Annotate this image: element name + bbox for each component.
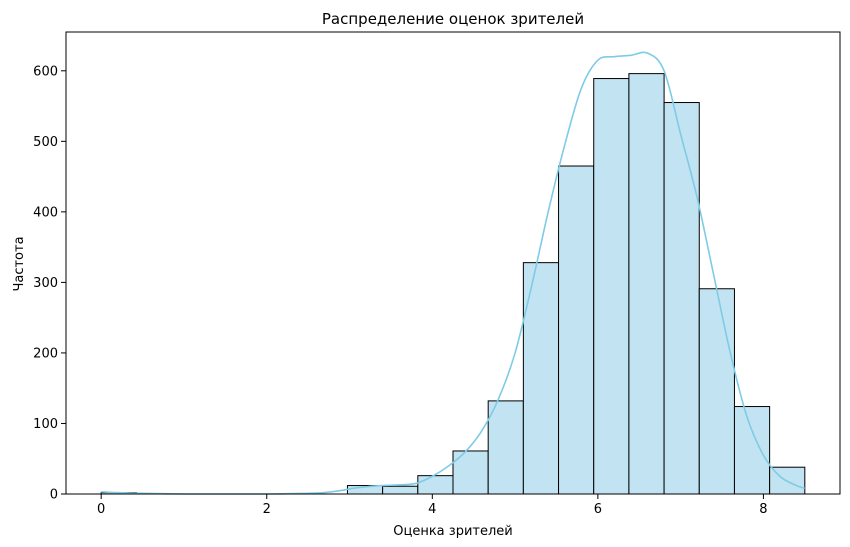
histogram-bar-11 bbox=[487, 400, 524, 495]
y-tick-label-0: 0 bbox=[50, 488, 58, 503]
axes-frame bbox=[65, 31, 841, 495]
y-tick-label-200: 200 bbox=[33, 346, 58, 361]
y-tick-label-300: 300 bbox=[33, 276, 58, 291]
x-tick-label-4: 4 bbox=[428, 502, 436, 517]
y-tick-label-400: 400 bbox=[33, 205, 58, 220]
x-tick-label-6: 6 bbox=[594, 502, 602, 517]
y-tick-label-600: 600 bbox=[33, 64, 58, 79]
histogram-bar-16 bbox=[663, 102, 700, 495]
chart-title: Распределение оценок зрителей bbox=[322, 10, 584, 28]
y-tick-label-500: 500 bbox=[33, 135, 58, 150]
histogram-bar-17 bbox=[698, 288, 735, 495]
histogram-bar-14 bbox=[593, 78, 630, 495]
histogram-bar-18 bbox=[733, 406, 771, 495]
histogram-bar-8 bbox=[382, 485, 419, 495]
x-tick-label-2: 2 bbox=[263, 502, 271, 517]
y-tick-label-100: 100 bbox=[33, 417, 58, 432]
y-axis-label: Частота bbox=[12, 236, 27, 291]
histogram-bar-13 bbox=[558, 165, 595, 495]
x-tick-label-0: 0 bbox=[97, 502, 105, 517]
histogram-bar-15 bbox=[628, 73, 665, 495]
histogram-bar-9 bbox=[417, 475, 454, 495]
x-tick-label-8: 8 bbox=[759, 502, 767, 517]
plot-area: 0 2 4 6 8 0 100 200 300 400 500 600 bbox=[33, 31, 841, 517]
kde-curve bbox=[101, 51, 806, 495]
x-axis-label: Оценка зрителей bbox=[393, 524, 512, 539]
